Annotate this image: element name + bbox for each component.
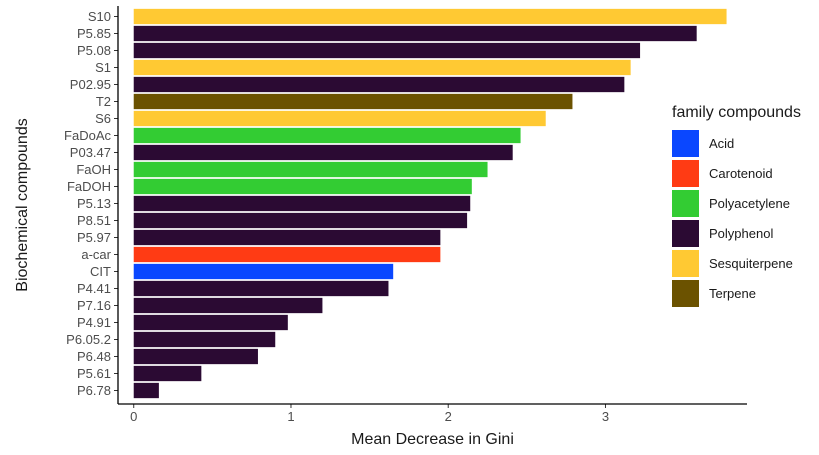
- y-tick-label: P6.05.2: [66, 332, 111, 347]
- legend-label: Carotenoid: [709, 166, 773, 181]
- bar-S1: [133, 59, 631, 76]
- legend-label: Acid: [709, 136, 734, 151]
- bar-CIT: [133, 263, 394, 280]
- y-tick-label: P8.51: [77, 213, 111, 228]
- legend-key-polyacetylene: [672, 190, 699, 217]
- bar-P7.16: [133, 297, 323, 314]
- y-tick-label: P4.91: [77, 315, 111, 330]
- bar-P6.78: [133, 382, 159, 399]
- bar-a-car: [133, 246, 441, 263]
- y-tick-label: a-car: [81, 247, 111, 262]
- y-tick-label: P03.47: [70, 145, 111, 160]
- y-tick-label: T2: [96, 94, 111, 109]
- y-tick-label: P5.08: [77, 43, 111, 58]
- x-tick-label: 2: [445, 409, 452, 424]
- legend: family compounds Acid Carotenoid Polyacety…: [672, 104, 801, 307]
- x-tick-label: 0: [130, 409, 137, 424]
- legend-key-sesquiterpene: [672, 250, 699, 277]
- bar-S10: [133, 8, 727, 25]
- y-tick-label: P5.85: [77, 26, 111, 41]
- legend-key-polyphenol: [672, 220, 699, 247]
- bar-P4.41: [133, 280, 389, 297]
- y-tick-label: FaDOH: [67, 179, 111, 194]
- y-tick-label: P6.78: [77, 383, 111, 398]
- bar-P5.08: [133, 42, 641, 59]
- y-tick-label: S6: [95, 111, 111, 126]
- legend-label: Terpene: [709, 286, 756, 301]
- x-axis-title: Mean Decrease in Gini: [351, 431, 514, 448]
- x-tick-label: 3: [602, 409, 609, 424]
- y-axis-tick-labels: S10 P5.85 P5.08 S1 P02.95 T2 S6 FaDoAc P03.47 FaO…: [64, 9, 118, 398]
- bar-P6.05.2: [133, 331, 276, 348]
- bar-FaDOH: [133, 178, 472, 195]
- bar-P03.47: [133, 144, 513, 161]
- y-tick-label: P5.61: [77, 366, 111, 381]
- legend-key-acid: [672, 130, 699, 157]
- x-axis-ticks: 0 1 2 3: [130, 404, 609, 424]
- y-tick-label: P6.48: [77, 349, 111, 364]
- y-axis-title: Biochemical compounds: [14, 118, 31, 291]
- bar-P5.97: [133, 229, 441, 246]
- bar-P5.61: [133, 365, 202, 382]
- bar-FaDoAc: [133, 127, 521, 144]
- bar-P02.95: [133, 76, 625, 93]
- y-tick-label: P5.13: [77, 196, 111, 211]
- y-tick-label: S10: [88, 9, 111, 24]
- bars-layer: [133, 8, 727, 399]
- y-tick-label: CIT: [90, 264, 111, 279]
- bar-P6.48: [133, 348, 258, 365]
- legend-label: Polyphenol: [709, 226, 773, 241]
- bar-P5.13: [133, 195, 471, 212]
- bar-T2: [133, 93, 573, 110]
- x-tick-label: 1: [287, 409, 294, 424]
- y-tick-label: P5.97: [77, 230, 111, 245]
- bar-P5.85: [133, 25, 697, 42]
- bar-P4.91: [133, 314, 288, 331]
- y-tick-label: P7.16: [77, 298, 111, 313]
- legend-label: Sesquiterpene: [709, 256, 793, 271]
- legend-key-carotenoid: [672, 160, 699, 187]
- y-tick-label: FaDoAc: [64, 128, 111, 143]
- bar-FaOH: [133, 161, 488, 178]
- legend-title: family compounds: [672, 104, 801, 121]
- y-tick-label: P4.41: [77, 281, 111, 296]
- y-tick-label: P02.95: [70, 77, 111, 92]
- y-tick-label: S1: [95, 60, 111, 75]
- legend-label: Polyacetylene: [709, 196, 790, 211]
- bar-S6: [133, 110, 546, 127]
- legend-key-terpene: [672, 280, 699, 307]
- bar-P8.51: [133, 212, 468, 229]
- y-tick-label: FaOH: [76, 162, 111, 177]
